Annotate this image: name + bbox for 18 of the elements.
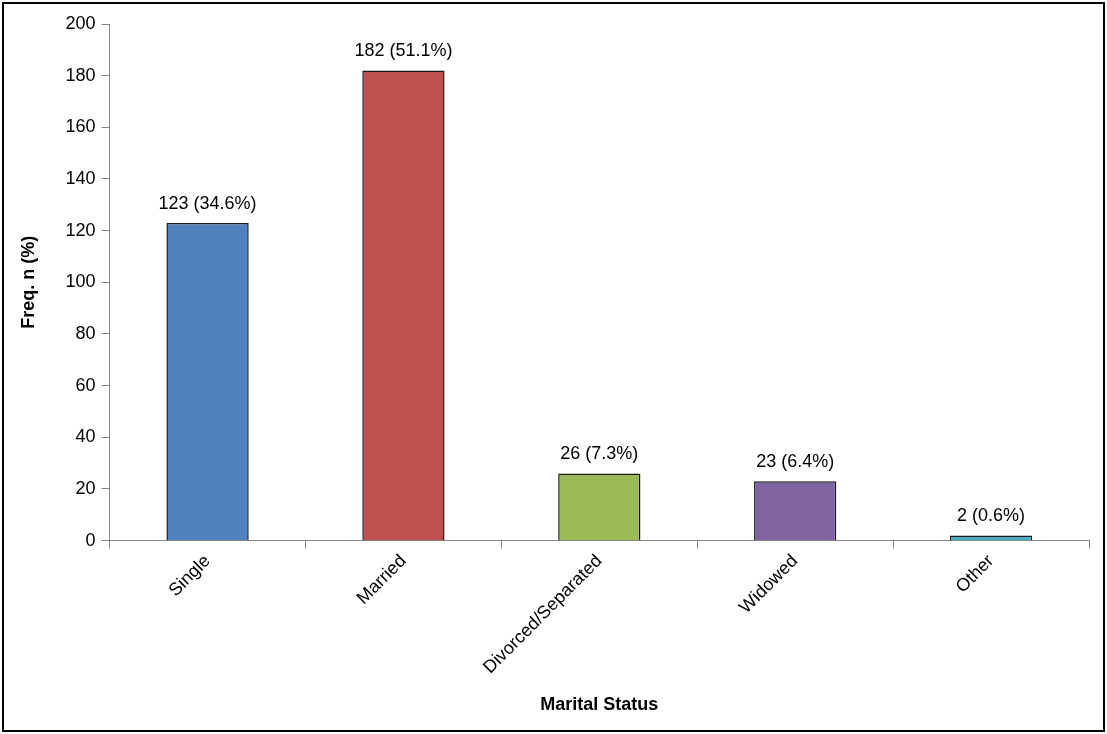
x-axis-title: Marital Status [540, 694, 659, 715]
y-tick-label: 200 [65, 12, 96, 33]
data-label: 23 (6.4%) [756, 451, 835, 472]
data-label: 123 (34.6%) [158, 192, 257, 213]
y-tick-label: 60 [75, 374, 96, 395]
y-tick-label: 40 [75, 426, 96, 447]
y-tick-label: 100 [65, 271, 96, 292]
y-tick-label: 160 [65, 116, 96, 137]
data-label: 182 (51.1%) [354, 40, 453, 61]
y-tick-label: 20 [75, 477, 96, 498]
y-tick-label: 140 [65, 167, 96, 188]
y-tick-label: 120 [65, 219, 96, 240]
data-label: 26 (7.3%) [560, 443, 639, 464]
data-label: 2 (0.6%) [957, 505, 1026, 526]
y-tick-label: 180 [65, 64, 96, 85]
y-tick-label: 0 [85, 529, 96, 550]
y-axis-title: Freq. n (%) [17, 235, 38, 329]
y-tick-label: 80 [75, 322, 96, 343]
